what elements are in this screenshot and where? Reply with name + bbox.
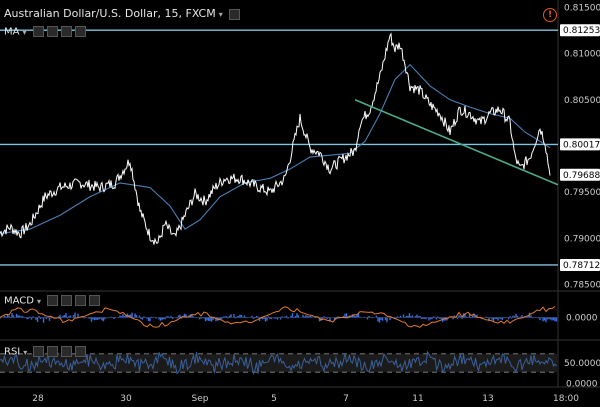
- price-tick-label-4: 0.79500: [564, 188, 600, 198]
- chart-title: Australian Dollar/U.S. Dollar, 15, FXCM: [4, 7, 216, 20]
- level-tag-3: [560, 258, 600, 271]
- macd-settings-icon[interactable]: [61, 295, 73, 306]
- alert-icon[interactable]: !: [543, 8, 557, 22]
- price-tick-label-6: 0.78500: [564, 281, 600, 291]
- macd-add-icon[interactable]: [75, 295, 87, 306]
- rsi-close-icon[interactable]: [75, 346, 87, 357]
- eye-icon[interactable]: [229, 8, 241, 20]
- time-tick-label-3: 5: [271, 394, 277, 404]
- macd-line: [0, 305, 556, 328]
- ma-label: MA: [4, 26, 20, 38]
- rsi-visibility-icon[interactable]: [33, 346, 45, 357]
- price-tick-label-2: 0.80500: [564, 96, 600, 106]
- time-tick-label-2: Sep: [192, 394, 209, 404]
- rsi-dropdown-icon[interactable]: ▾: [23, 347, 28, 357]
- rsi-settings-icon[interactable]: [47, 346, 59, 357]
- level-label-3: 0.78712: [563, 261, 600, 271]
- rsi-add-icon[interactable]: [61, 346, 73, 357]
- chart-title-bar: Australian Dollar/U.S. Dollar, 15, FXCM ▾: [4, 7, 241, 20]
- level-label-1: 0.80017: [563, 140, 600, 150]
- time-tick-label-7: 18:00: [553, 394, 579, 404]
- time-tick-label-1: 30: [120, 394, 132, 404]
- level-tag-0: [560, 24, 600, 37]
- ma-settings-icon[interactable]: [46, 26, 58, 37]
- rsi-label: RSI: [4, 346, 21, 358]
- time-tick-label-4: 7: [343, 394, 349, 404]
- ma-close-icon[interactable]: [74, 26, 86, 37]
- macd-close-icon[interactable]: [89, 295, 101, 306]
- title-dropdown-icon[interactable]: ▾: [218, 10, 223, 19]
- price-tick-label-5: 0.79000: [564, 234, 600, 244]
- level-label-2: 0.79688: [563, 171, 600, 181]
- rsi-tick-label-0: 50.0000: [564, 359, 600, 369]
- level-label-0: 0.81253: [563, 26, 600, 36]
- trendline: [354, 99, 559, 186]
- ma-dropdown-icon[interactable]: ▾: [22, 27, 27, 37]
- price-line: [0, 32, 551, 245]
- macd-dropdown-icon[interactable]: ▾: [36, 296, 41, 306]
- price-tick-label-1: 0.81000: [564, 50, 600, 60]
- macd-legend: MACD ▾: [4, 295, 101, 307]
- macd-label: MACD: [4, 295, 34, 307]
- macd-visibility-icon[interactable]: [47, 295, 59, 306]
- ma-visibility-icon[interactable]: [32, 26, 44, 37]
- ma-legend: MA ▾: [4, 26, 86, 38]
- time-tick-label-5: 11: [412, 394, 423, 404]
- time-tick-label-6: 13: [482, 394, 493, 404]
- rsi-legend: RSI ▾: [4, 346, 87, 358]
- level-tag-2: [560, 168, 600, 181]
- price-tick-label-0: 0.81500: [564, 3, 600, 13]
- time-tick-label-0: 28: [32, 394, 44, 404]
- ma-add-icon[interactable]: [60, 26, 72, 37]
- macd-tick-label: 0.0000: [566, 314, 598, 324]
- rsi-tick-label-1: 0.0000: [566, 380, 598, 390]
- rsi-line: [0, 350, 557, 376]
- ma-line: [0, 63, 551, 235]
- level-tag-1: [560, 138, 600, 151]
